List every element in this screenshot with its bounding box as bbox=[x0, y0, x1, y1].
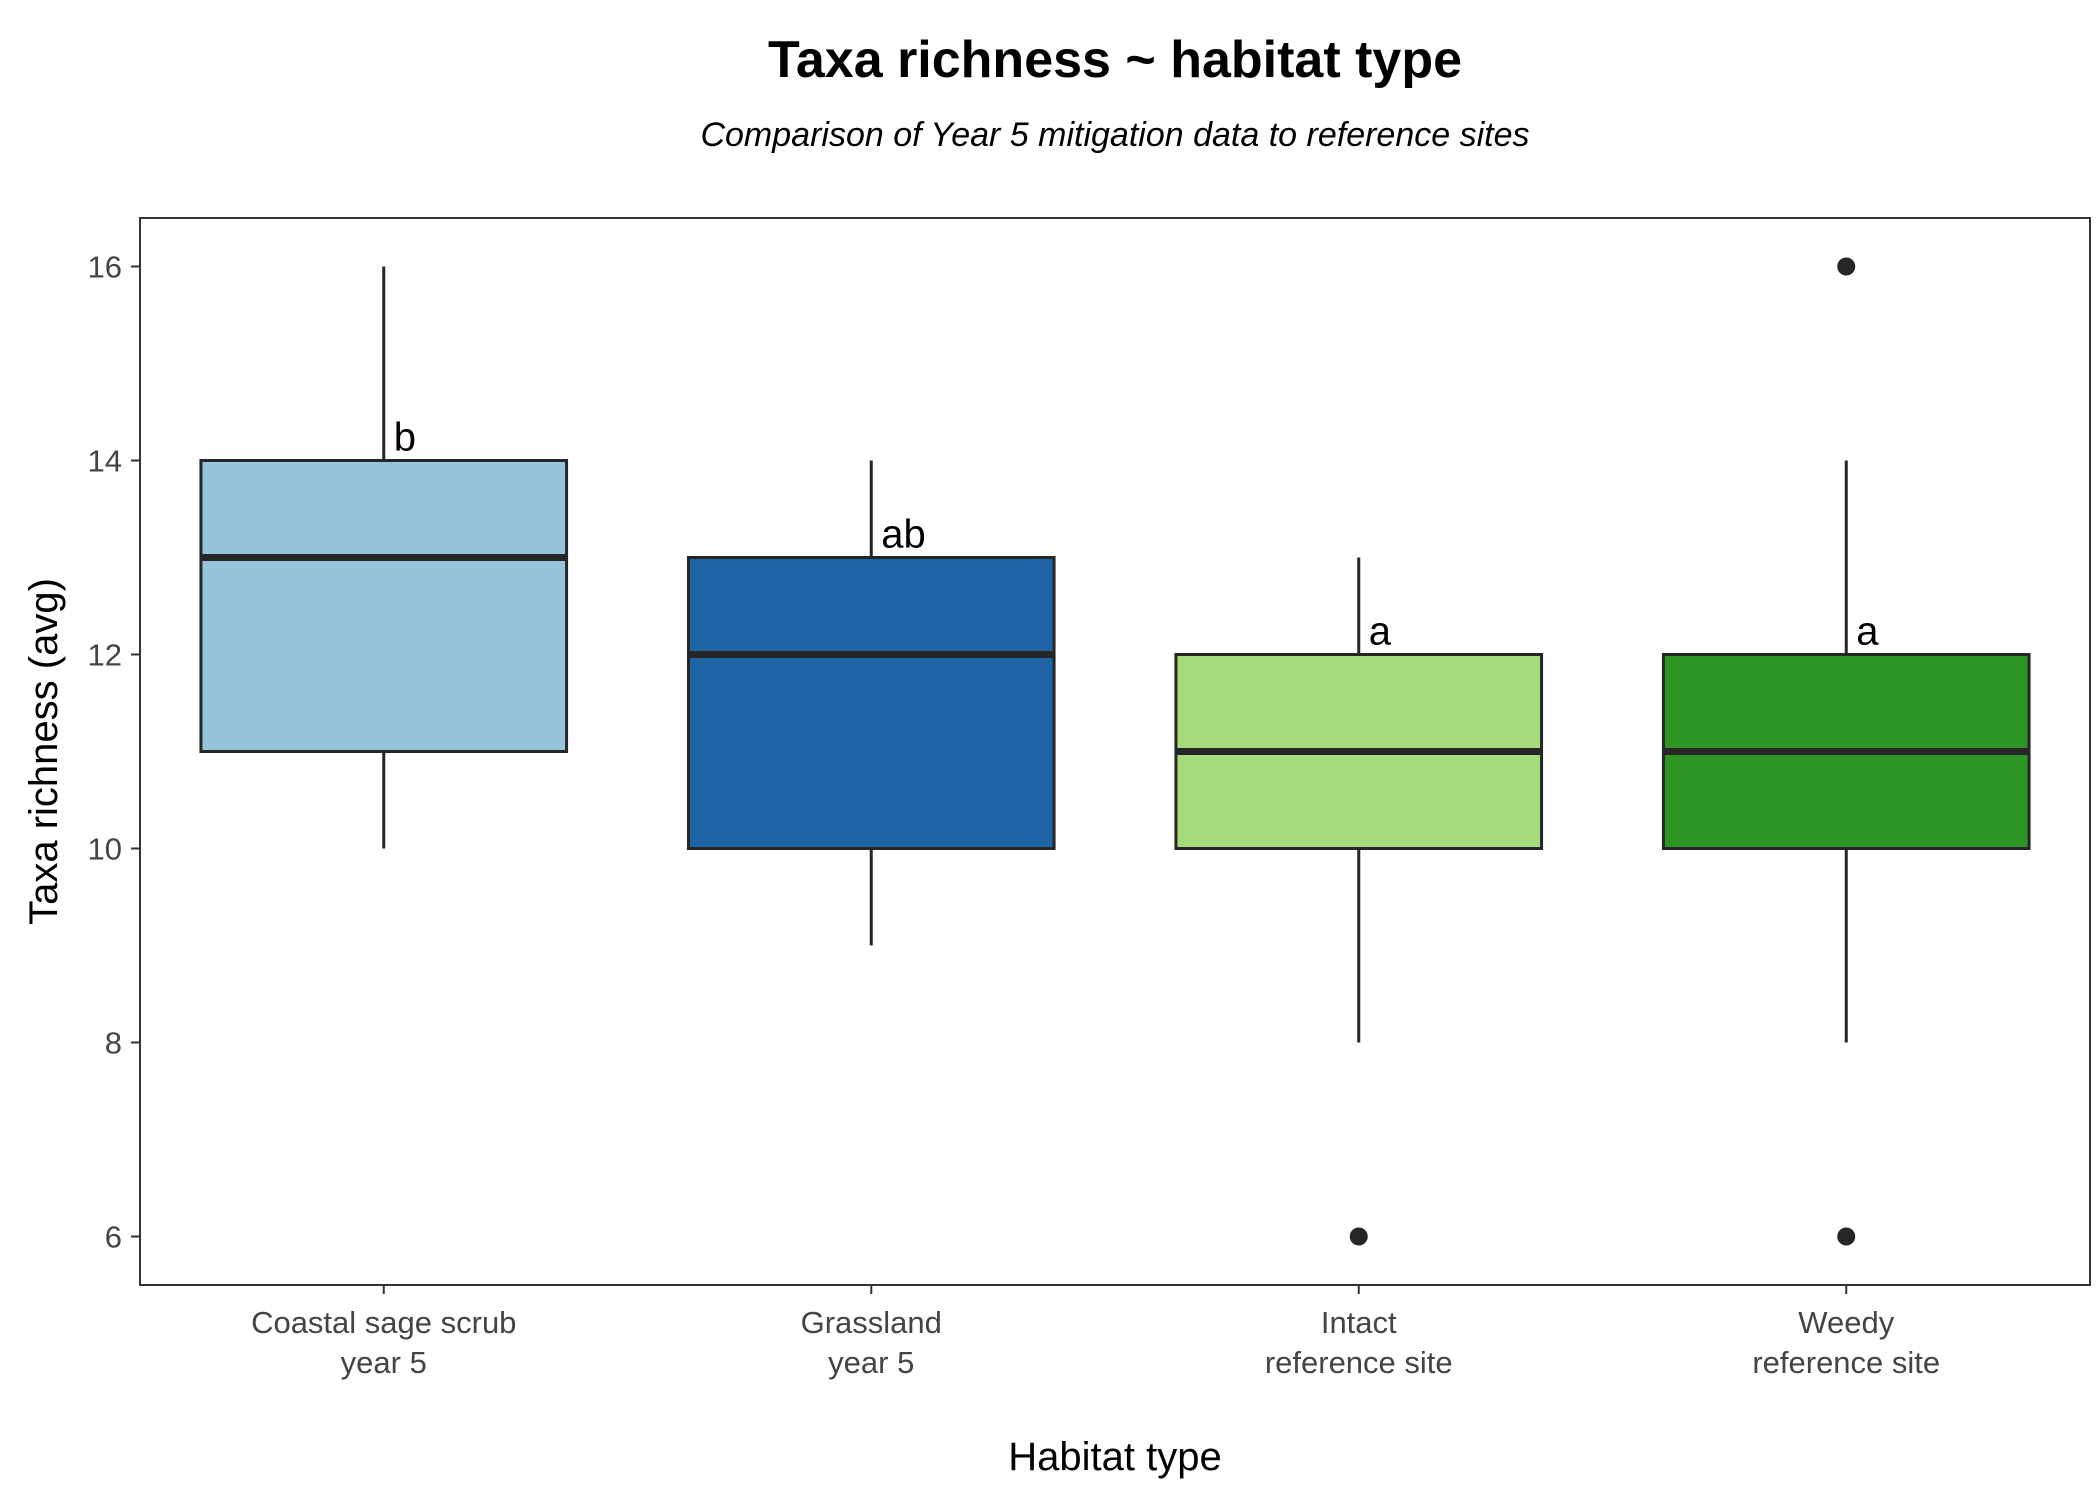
x-tick-label: reference site bbox=[1752, 1345, 1940, 1380]
y-tick-label: 14 bbox=[88, 444, 122, 479]
y-tick-label: 12 bbox=[88, 638, 122, 673]
significance-letter: a bbox=[1856, 610, 1879, 654]
box bbox=[686, 556, 1056, 850]
y-tick-label: 16 bbox=[88, 250, 122, 285]
x-tick-label: Intact bbox=[1321, 1305, 1397, 1340]
outlier-point bbox=[1837, 257, 1856, 276]
box bbox=[199, 459, 569, 753]
x-tick-label: Coastal sage scrub bbox=[251, 1305, 516, 1340]
x-tick-label: Weedy bbox=[1798, 1305, 1894, 1340]
significance-letter: a bbox=[1369, 610, 1392, 654]
significance-letter: ab bbox=[881, 513, 926, 557]
significance-letter: b bbox=[394, 416, 416, 460]
x-tick-label: reference site bbox=[1265, 1345, 1453, 1380]
x-tick-label: year 5 bbox=[828, 1345, 914, 1380]
chart-title: Taxa richness ~ habitat type bbox=[767, 31, 1463, 89]
outlier-point bbox=[1837, 1227, 1856, 1246]
chart-subtitle: Comparison of Year 5 mitigation data to … bbox=[700, 116, 1530, 154]
x-tick-label: Grassland bbox=[801, 1305, 942, 1340]
y-tick-label: 10 bbox=[88, 832, 122, 867]
x-axis-label: Habitat type bbox=[1008, 1435, 1222, 1479]
x-tick-label: year 5 bbox=[341, 1345, 427, 1380]
y-tick-label: 8 bbox=[105, 1026, 122, 1061]
plot-panel-border bbox=[139, 217, 2091, 1286]
y-tick-label: 6 bbox=[105, 1220, 122, 1255]
outlier-point bbox=[1349, 1227, 1368, 1246]
